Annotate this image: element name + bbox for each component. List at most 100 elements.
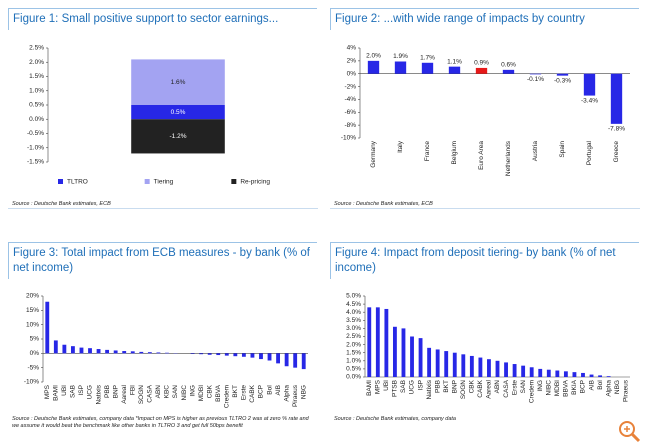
bar [70,346,75,354]
x-tick-label: Spain [559,141,566,158]
bar [546,369,551,377]
bar [469,355,474,377]
source: Source : Deutsche Bank estimates, compan… [334,416,456,422]
y-tick-label: 1.0% [346,358,361,365]
y-tick-label: -10% [24,379,39,386]
x-tick-label: BNP [112,385,119,398]
value-label: 1.9% [393,53,408,60]
separator [330,208,640,209]
x-tick-label: CASA [147,384,154,402]
bar [122,351,127,354]
x-tick-label: MDBI [554,380,561,396]
bar [555,370,560,377]
legend-label: Tiering [154,179,174,186]
x-tick-label: NBG [300,385,307,399]
x-tick-label: PBB [104,385,111,398]
bar [589,374,594,377]
bar [216,353,221,356]
bar [113,350,118,354]
y-tick-label: 0% [30,350,40,357]
y-tick-label: -2% [344,83,356,90]
chart-title: Figure 1: Small positive support to sect… [8,8,317,30]
x-tick-label: NBG [614,380,621,394]
x-tick-label: Netherlands [505,140,512,176]
zoom-icon[interactable] [616,418,644,444]
bar [581,372,585,377]
bar [461,354,466,377]
value-label: -1.2% [170,133,187,140]
source: Source : Deutsche Bank estimates, compan… [12,416,309,429]
bar [392,326,397,377]
y-tick-label: 0.0% [346,374,361,381]
x-tick-label: SOGN [138,385,145,404]
bar [105,349,110,354]
chart-title: Figure 3: Total impact from ECB measures… [8,242,317,279]
y-tick-label: 0.0% [29,116,44,123]
y-tick-label: 4.5% [346,301,361,308]
x-tick-label: BKIA [571,379,578,394]
y-tick-label: 1.5% [29,73,44,80]
x-tick-label: KBC [164,385,171,399]
x-tick-label: Piraeus [292,384,299,407]
y-tick-label: 2.5% [346,333,361,340]
x-tick-label: Piraeus [622,379,629,402]
bar [139,351,144,354]
source: Source : Deutsche Bank estimates, ECB [12,201,111,207]
bar [88,348,92,354]
x-tick-label: BCP [580,380,587,393]
x-tick-label: UCG [409,380,416,394]
x-tick-label: PBB [434,380,441,393]
bar [448,66,461,74]
x-tick-label: SOGN [460,380,467,399]
x-tick-label: SAN [520,380,527,394]
bar [367,60,380,74]
x-tick-label: BAMI [53,385,60,401]
bar [606,376,611,377]
x-tick-label: Germany [370,140,377,167]
x-tick-label: Aareal [486,379,493,398]
x-tick-label: ABN [155,385,162,399]
y-tick-label: 5% [30,336,40,343]
x-tick-label: UBI [383,380,390,391]
bar [610,73,623,124]
x-tick-label: UBI [61,385,68,396]
x-tick-label: Erste [241,385,248,401]
bar [563,371,568,377]
x-tick-label: BKT [232,385,239,398]
x-tick-label: Aareal [121,384,128,403]
bar-segment [131,105,225,120]
value-label: 2.0% [366,53,381,60]
value-label: 0.9% [474,60,489,67]
bar [165,352,169,354]
bar [284,353,289,367]
x-tick-label: SAN [172,385,179,399]
x-tick-label: BKT [443,380,450,393]
y-tick-label: 15% [26,307,39,314]
value-label: -7.8% [608,126,625,133]
bar-segment [131,119,225,154]
bar [53,340,58,354]
bar [259,353,263,360]
x-tick-label: MDBI [198,385,205,401]
y-tick-label: -10% [341,135,356,142]
bar [62,344,67,354]
value-label: -0.1% [527,76,544,83]
bar [384,308,389,377]
y-tick-label: 0.5% [29,102,44,109]
bar [241,353,246,357]
bar [394,61,407,74]
bar [487,359,491,377]
bar [598,375,603,377]
bar [301,353,306,370]
y-tick-label: 10% [26,321,39,328]
bar [418,338,423,377]
bar [79,347,84,354]
bar [45,301,50,354]
x-tick-label: BAMI [366,380,373,396]
bar [521,365,526,377]
panel: -10% -8% -6% -4% -2% 0% 2% 4% Germany 2.0% Italy 1.… [330,8,640,213]
y-tick-label: -1.5% [27,159,44,166]
x-tick-label: PTSB [392,380,399,397]
separator [8,208,318,209]
